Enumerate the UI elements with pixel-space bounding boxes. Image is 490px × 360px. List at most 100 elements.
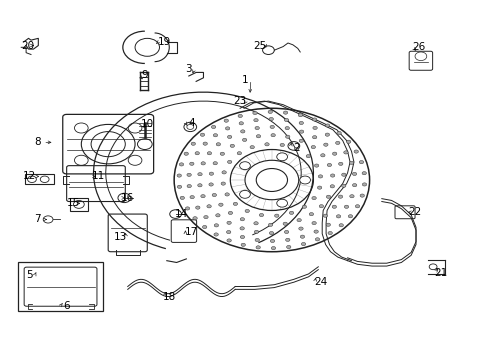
Circle shape bbox=[265, 143, 269, 146]
Circle shape bbox=[360, 194, 365, 197]
Circle shape bbox=[314, 230, 319, 233]
Circle shape bbox=[256, 168, 288, 192]
Circle shape bbox=[330, 185, 335, 188]
Circle shape bbox=[200, 133, 205, 136]
Circle shape bbox=[289, 211, 294, 215]
Text: 26: 26 bbox=[412, 42, 425, 52]
Circle shape bbox=[204, 216, 208, 219]
Circle shape bbox=[269, 117, 273, 121]
Bar bbox=[25, 174, 54, 184]
Circle shape bbox=[238, 114, 243, 118]
Text: 24: 24 bbox=[314, 277, 327, 287]
Circle shape bbox=[354, 150, 358, 153]
Circle shape bbox=[245, 210, 249, 213]
Circle shape bbox=[315, 164, 319, 167]
Circle shape bbox=[313, 126, 317, 130]
Circle shape bbox=[325, 133, 330, 136]
Text: 7: 7 bbox=[34, 215, 41, 224]
Circle shape bbox=[346, 140, 351, 143]
Circle shape bbox=[344, 151, 348, 154]
Circle shape bbox=[268, 110, 272, 113]
Circle shape bbox=[227, 239, 231, 242]
Circle shape bbox=[177, 185, 182, 188]
Circle shape bbox=[311, 145, 316, 149]
Text: 21: 21 bbox=[434, 267, 447, 278]
Circle shape bbox=[306, 154, 311, 158]
Circle shape bbox=[184, 152, 189, 155]
Circle shape bbox=[250, 145, 254, 149]
Text: 15: 15 bbox=[66, 198, 80, 208]
Circle shape bbox=[243, 138, 247, 141]
Text: 11: 11 bbox=[92, 171, 105, 181]
Text: 9: 9 bbox=[142, 70, 148, 80]
Circle shape bbox=[330, 174, 335, 177]
Circle shape bbox=[241, 243, 245, 247]
Circle shape bbox=[193, 217, 197, 220]
Circle shape bbox=[240, 227, 245, 230]
Circle shape bbox=[332, 205, 337, 208]
Circle shape bbox=[300, 235, 305, 238]
Circle shape bbox=[271, 247, 276, 250]
Circle shape bbox=[328, 231, 332, 235]
Circle shape bbox=[326, 195, 331, 198]
Circle shape bbox=[349, 161, 354, 165]
Circle shape bbox=[333, 152, 337, 155]
Circle shape bbox=[253, 111, 257, 114]
Circle shape bbox=[216, 143, 220, 146]
Circle shape bbox=[203, 142, 207, 145]
Circle shape bbox=[352, 172, 357, 176]
Circle shape bbox=[227, 135, 232, 139]
Circle shape bbox=[211, 125, 216, 129]
Circle shape bbox=[254, 230, 259, 234]
Circle shape bbox=[326, 223, 330, 226]
Circle shape bbox=[299, 130, 304, 133]
Circle shape bbox=[240, 190, 250, 198]
Circle shape bbox=[195, 152, 199, 155]
Text: 12: 12 bbox=[23, 171, 36, 181]
Circle shape bbox=[323, 214, 328, 217]
Text: 13: 13 bbox=[114, 232, 127, 242]
Circle shape bbox=[312, 221, 317, 225]
Circle shape bbox=[241, 130, 245, 133]
Circle shape bbox=[294, 147, 299, 150]
Circle shape bbox=[342, 173, 346, 176]
Circle shape bbox=[225, 193, 229, 196]
Circle shape bbox=[337, 131, 341, 135]
Circle shape bbox=[359, 161, 364, 164]
Circle shape bbox=[277, 153, 288, 161]
Circle shape bbox=[274, 214, 279, 217]
Circle shape bbox=[362, 172, 367, 175]
Circle shape bbox=[213, 162, 218, 165]
Circle shape bbox=[309, 212, 314, 216]
Bar bbox=[70, 198, 88, 211]
Text: 22: 22 bbox=[408, 207, 422, 217]
Text: 1: 1 bbox=[242, 75, 248, 85]
Circle shape bbox=[271, 134, 275, 137]
Circle shape bbox=[344, 205, 349, 208]
Circle shape bbox=[240, 235, 245, 239]
Text: 19: 19 bbox=[158, 37, 171, 47]
Circle shape bbox=[207, 152, 212, 155]
Circle shape bbox=[319, 204, 323, 208]
Circle shape bbox=[352, 184, 357, 187]
Circle shape bbox=[313, 118, 317, 121]
Circle shape bbox=[240, 218, 245, 221]
Circle shape bbox=[227, 221, 231, 224]
Circle shape bbox=[336, 141, 340, 144]
Circle shape bbox=[313, 136, 317, 139]
Circle shape bbox=[185, 207, 190, 210]
Circle shape bbox=[207, 205, 211, 208]
Circle shape bbox=[227, 160, 232, 163]
Circle shape bbox=[342, 184, 346, 188]
Circle shape bbox=[254, 222, 258, 225]
Circle shape bbox=[255, 126, 259, 130]
Circle shape bbox=[214, 224, 219, 227]
Circle shape bbox=[283, 222, 288, 225]
Circle shape bbox=[318, 186, 322, 189]
Text: 25: 25 bbox=[253, 41, 266, 50]
Circle shape bbox=[325, 124, 330, 127]
Circle shape bbox=[224, 119, 228, 122]
Circle shape bbox=[254, 118, 258, 122]
Circle shape bbox=[299, 121, 303, 125]
Circle shape bbox=[240, 162, 250, 170]
